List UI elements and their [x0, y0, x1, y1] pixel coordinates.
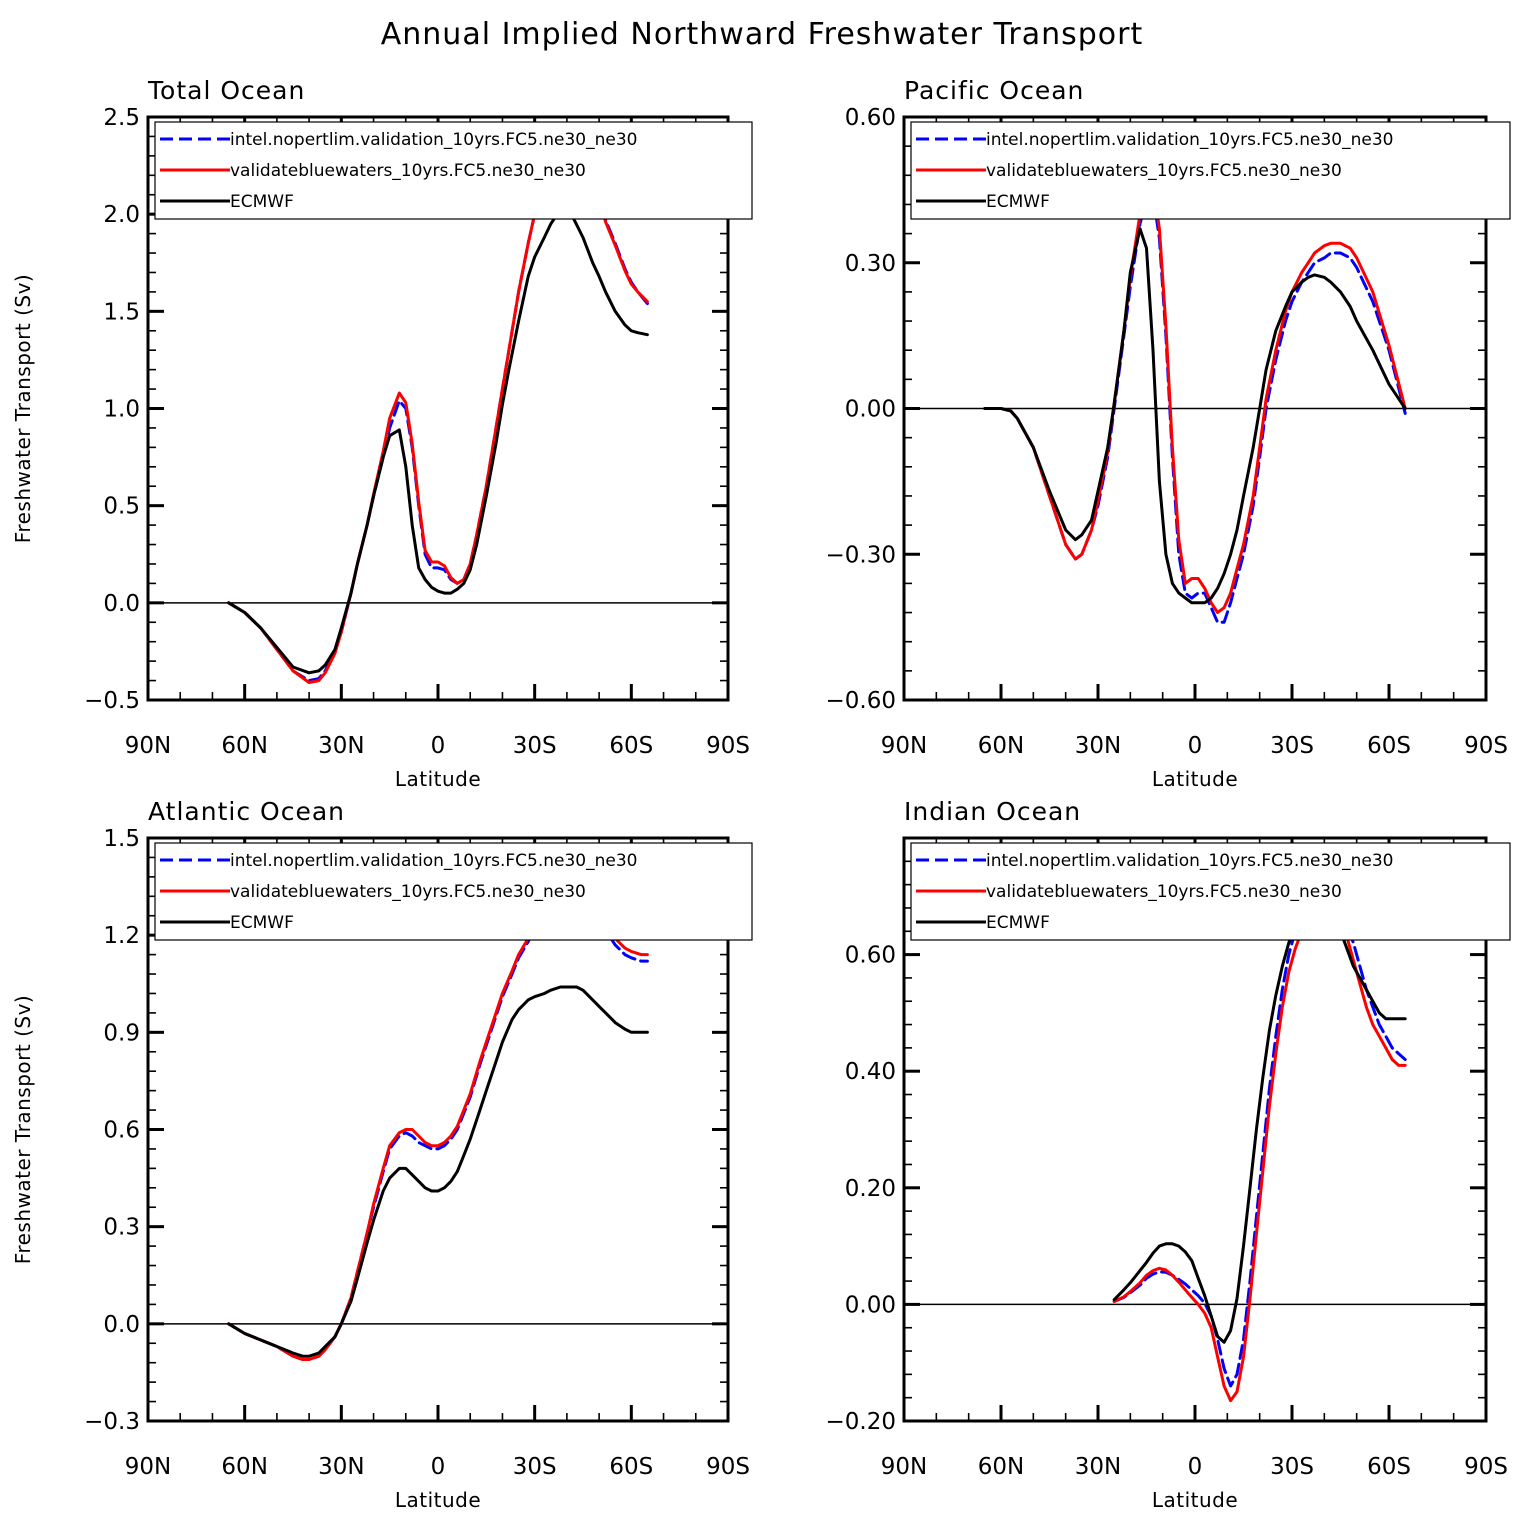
y-tick-label: 0.0	[103, 591, 140, 617]
legend-label: validatebluewaters_10yrs.FC5.ne30_ne30	[986, 882, 1342, 902]
y-tick-label: 0.9	[103, 1020, 140, 1046]
x-tick-label: 90S	[1464, 1454, 1508, 1480]
panel-title: Indian Ocean	[904, 797, 1081, 826]
y-axis-label: Freshwater Transport (Sv)	[11, 274, 35, 543]
x-tick-label: 30N	[318, 1454, 364, 1480]
y-tick-label: 0.3	[103, 1215, 140, 1241]
x-tick-label: 30N	[318, 733, 364, 759]
y-tick-label: 0.6	[103, 1118, 140, 1144]
series-line-ecmwf	[227, 985, 649, 1358]
panel-atlantic-ocean: Atlantic Ocean −0.3 0.0 0.3 0.6 0.9 1.2 1.5 90N 6…	[11, 797, 753, 1512]
series-line-ecmwf	[227, 210, 649, 675]
panel-title: Pacific Ocean	[904, 76, 1084, 105]
x-tick-label: 60N	[978, 1454, 1024, 1480]
legend-label: intel.nopertlim.validation_10yrs.FC5.ne3…	[230, 851, 637, 871]
y-tick-label: −0.5	[84, 688, 140, 714]
x-axis-label: Latitude	[395, 1488, 481, 1512]
x-tick-label: 30N	[1075, 1454, 1121, 1480]
y-tick-label: 1.0	[103, 397, 140, 423]
y-tick-label: 0.0	[103, 1312, 140, 1338]
legend-label: intel.nopertlim.validation_10yrs.FC5.ne3…	[230, 130, 637, 150]
x-tick-label: 30S	[513, 1454, 557, 1480]
legend-box	[154, 842, 753, 941]
y-tick-label: 0.5	[103, 494, 140, 520]
x-tick-label: 90S	[1464, 733, 1508, 759]
x-tick-label: 30S	[513, 733, 557, 759]
panels: Total Ocean −0.5 0.0 0.5 1.0 1.5 2.0 2.5 90N 60N 3…	[11, 76, 1511, 1512]
legend-label: validatebluewaters_10yrs.FC5.ne30_ne30	[986, 161, 1342, 181]
y-tick-label: 0.00	[845, 397, 896, 423]
x-tick-label: 60N	[221, 1454, 267, 1480]
y-tick-label: 0.00	[845, 1292, 896, 1318]
x-tick-label: 0	[1188, 733, 1203, 759]
y-tick-label: 0.60	[845, 105, 896, 131]
y-tick-label: 0.60	[845, 943, 896, 969]
x-tick-label: 90S	[706, 733, 750, 759]
x-tick-label: 90N	[881, 733, 927, 759]
x-tick-label: 30N	[1075, 733, 1121, 759]
legend-label: intel.nopertlim.validation_10yrs.FC5.ne3…	[986, 851, 1393, 871]
panel-indian-ocean: Indian Ocean −0.20 0.00 0.20 0.40 0.60 90N 60N 3…	[826, 797, 1511, 1512]
series-line-bluewaters	[983, 183, 1407, 614]
panel-pacific-ocean: Pacific Ocean −0.60 −0.30 0.00 0.30 0.60 90N 60…	[826, 76, 1511, 791]
x-tick-label: 60N	[221, 733, 267, 759]
x-tick-label: 90N	[125, 1454, 171, 1480]
panel-total-ocean: Total Ocean −0.5 0.0 0.5 1.0 1.5 2.0 2.5 90N 60N 3…	[11, 76, 753, 791]
x-tick-label: 30S	[1270, 1454, 1314, 1480]
x-tick-label: 60N	[978, 733, 1024, 759]
x-tick-label: 0	[1188, 1454, 1203, 1480]
x-tick-label: 30S	[1270, 733, 1314, 759]
x-tick-label: 60S	[1367, 733, 1411, 759]
y-tick-label: −0.20	[826, 1409, 896, 1435]
x-tick-label: 60S	[609, 733, 653, 759]
x-tick-label: 60S	[609, 1454, 653, 1480]
legend-box	[910, 121, 1511, 220]
y-tick-label: 0.20	[845, 1176, 896, 1202]
y-tick-label: −0.30	[826, 542, 896, 568]
legend-label: validatebluewaters_10yrs.FC5.ne30_ne30	[230, 161, 586, 181]
legend-label: ECMWF	[230, 913, 294, 933]
x-tick-label: 60S	[1367, 1454, 1411, 1480]
legend-label: validatebluewaters_10yrs.FC5.ne30_ne30	[230, 882, 586, 902]
x-axis-label: Latitude	[395, 767, 481, 791]
y-tick-label: 1.5	[103, 299, 140, 325]
legend-label: ECMWF	[986, 913, 1050, 933]
legend-label: ECMWF	[986, 192, 1050, 212]
y-tick-label: 0.40	[845, 1059, 896, 1085]
y-tick-label: 1.2	[103, 923, 140, 949]
legend-box	[910, 842, 1511, 941]
y-tick-label: 1.5	[103, 826, 140, 852]
y-tick-label: 2.5	[103, 105, 140, 131]
y-tick-label: 2.0	[103, 202, 140, 228]
legend-label: intel.nopertlim.validation_10yrs.FC5.ne3…	[986, 130, 1393, 150]
y-tick-label: 0.30	[845, 251, 896, 277]
y-tick-label: −0.60	[826, 688, 896, 714]
x-tick-label: 90N	[125, 733, 171, 759]
figure-title: Annual Implied Northward Freshwater Tran…	[381, 17, 1143, 52]
panel-title: Total Ocean	[147, 76, 305, 105]
x-tick-label: 0	[431, 1454, 446, 1480]
legend-label: ECMWF	[230, 192, 294, 212]
x-axis-label: Latitude	[1152, 767, 1238, 791]
x-tick-label: 90S	[706, 1454, 750, 1480]
series-line-ecmwf	[1112, 894, 1407, 1344]
x-tick-label: 0	[431, 733, 446, 759]
legend-box	[154, 121, 753, 220]
series-line-ecmwf	[983, 227, 1407, 605]
y-axis-label: Freshwater Transport (Sv)	[11, 995, 35, 1264]
panel-title: Atlantic Ocean	[148, 797, 345, 826]
x-tick-label: 90N	[881, 1454, 927, 1480]
x-axis-label: Latitude	[1152, 1488, 1238, 1512]
y-tick-label: −0.3	[84, 1409, 140, 1435]
